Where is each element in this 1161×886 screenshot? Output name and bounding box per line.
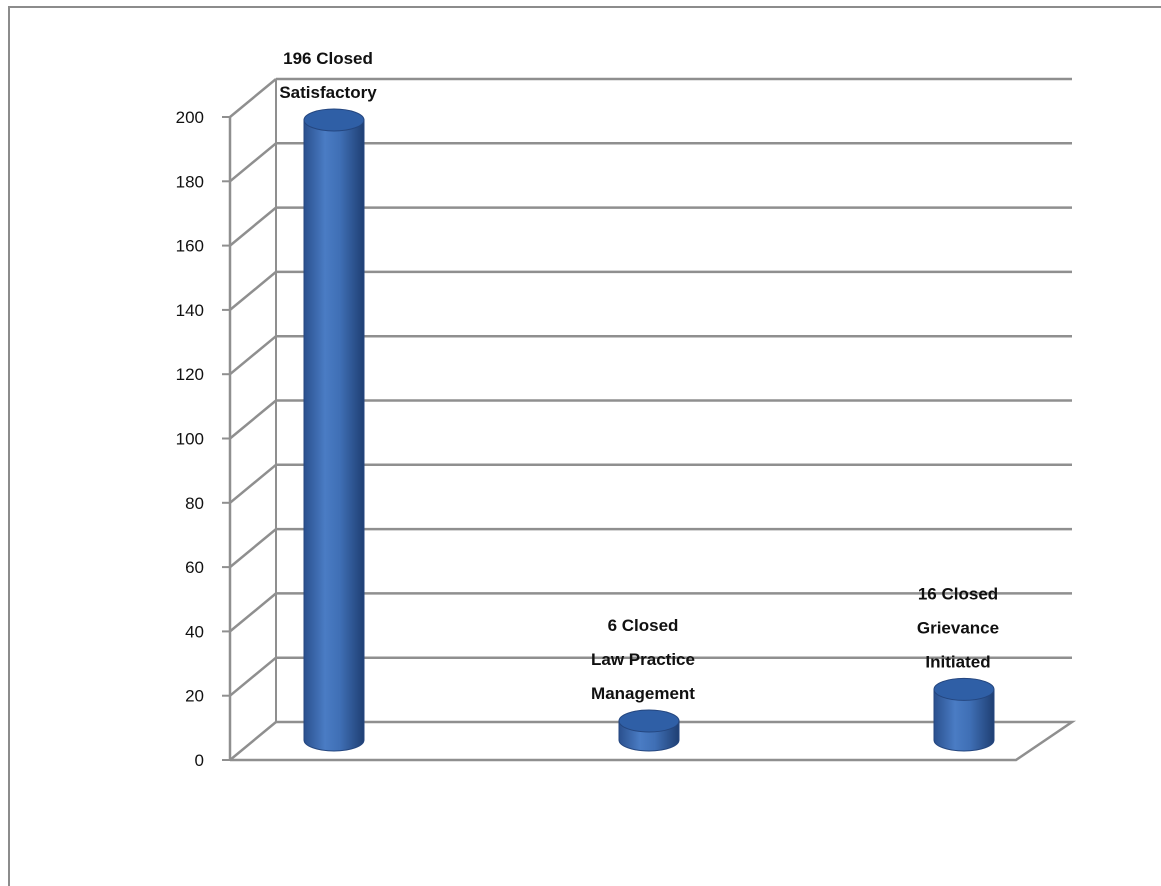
chart-axes (222, 77, 1077, 762)
y-tick-label: 140 (176, 301, 204, 320)
bar-body (303, 119, 365, 752)
data-label: 6 Closed Law Practice Management (591, 616, 695, 703)
bar-top (618, 709, 680, 733)
side-wall-line (229, 463, 277, 504)
data-label-line: Law Practice (591, 650, 695, 669)
data-label: 16 Closed Grievance Initiated (917, 584, 999, 671)
side-wall-line (229, 399, 277, 440)
data-label-line: 196 Closed (283, 49, 373, 68)
y-axis-ticks: 0 20 40 60 80 100 120 140 160 180 200 (176, 108, 204, 770)
data-labels: 196 Closed Satisfactory 6 Closed Law Practi… (279, 49, 999, 703)
y-tick-label: 40 (185, 622, 204, 641)
side-wall-line (229, 592, 277, 633)
data-label-line: Management (591, 684, 695, 703)
bar (618, 709, 680, 752)
y-tick-label: 160 (176, 237, 204, 256)
y-tick-label: 20 (185, 687, 204, 706)
data-label-line: 16 Closed (918, 584, 998, 603)
side-wall-line (229, 528, 277, 569)
data-label-line: Initiated (925, 652, 990, 671)
side-wall-line (229, 335, 277, 376)
data-label-line: 6 Closed (608, 616, 679, 635)
side-wall-line (229, 206, 277, 247)
y-tick-label: 0 (195, 751, 204, 770)
y-tick-label: 60 (185, 558, 204, 577)
chart-frame (8, 6, 1161, 886)
data-label: 196 Closed Satisfactory (279, 49, 377, 102)
bar-body (933, 688, 995, 752)
side-wall-line (229, 270, 277, 311)
side-wall-line (229, 142, 277, 183)
y-tick-label: 80 (185, 494, 204, 513)
data-label-line: Grievance (917, 618, 999, 637)
side-wall-line (229, 78, 277, 118)
y-tick-label: 120 (176, 365, 204, 384)
bar-top (303, 108, 365, 132)
side-wall-line (229, 656, 277, 697)
bars (303, 108, 995, 752)
y-tick-label: 200 (176, 108, 204, 127)
bar (933, 677, 995, 752)
bar-top (933, 677, 995, 701)
bar (303, 108, 365, 752)
data-label-line: Satisfactory (279, 83, 377, 102)
side-wall-line (229, 721, 277, 761)
y-tick-label: 100 (176, 430, 204, 449)
y-tick-label: 180 (176, 172, 204, 191)
